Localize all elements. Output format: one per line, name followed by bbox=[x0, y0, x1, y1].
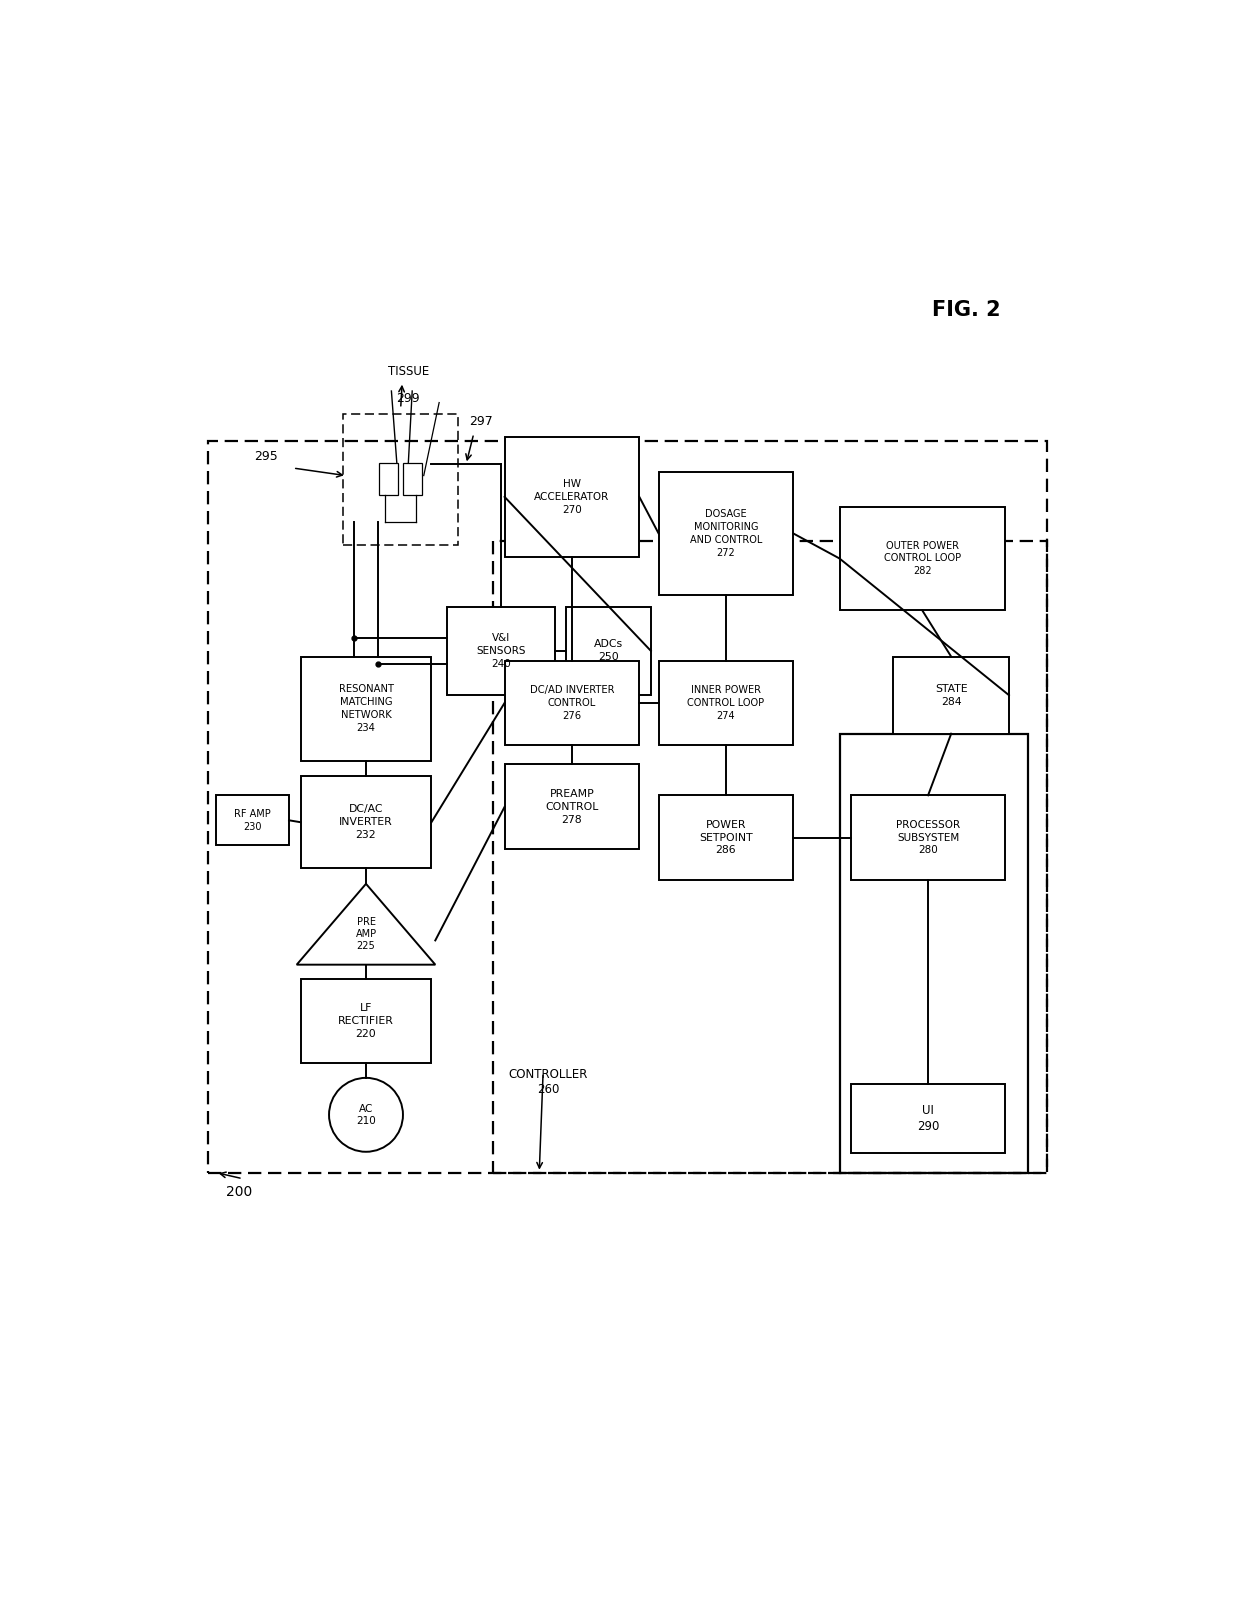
Text: 299: 299 bbox=[397, 393, 420, 406]
Text: DOSAGE
MONITORING
AND CONTROL
272: DOSAGE MONITORING AND CONTROL 272 bbox=[689, 510, 763, 558]
Text: UI
290: UI 290 bbox=[916, 1104, 939, 1133]
Bar bbox=[839, 507, 1006, 611]
Text: PROCESSOR
SUBSYSTEM
280: PROCESSOR SUBSYSTEM 280 bbox=[897, 819, 960, 856]
Bar bbox=[658, 660, 794, 745]
Bar bbox=[505, 660, 640, 745]
Text: ADCs
250: ADCs 250 bbox=[594, 640, 624, 662]
Bar bbox=[343, 414, 459, 545]
Text: FIG. 2: FIG. 2 bbox=[932, 300, 1001, 321]
Bar bbox=[505, 438, 640, 556]
Text: CONTROLLER
260: CONTROLLER 260 bbox=[508, 1068, 588, 1096]
Text: PRE
AMP
225: PRE AMP 225 bbox=[356, 917, 377, 951]
Bar bbox=[851, 795, 1006, 880]
Text: POWER
SETPOINT
286: POWER SETPOINT 286 bbox=[699, 819, 753, 856]
Text: 295: 295 bbox=[254, 450, 278, 463]
Bar bbox=[300, 657, 432, 760]
Text: RF AMP
230: RF AMP 230 bbox=[234, 810, 270, 832]
Circle shape bbox=[329, 1077, 403, 1153]
Bar bbox=[658, 795, 794, 880]
Bar bbox=[658, 471, 794, 595]
Text: AC
210: AC 210 bbox=[356, 1104, 376, 1125]
Bar bbox=[379, 463, 398, 495]
Text: LF
RECTIFIER
220: LF RECTIFIER 220 bbox=[339, 1003, 394, 1039]
Text: RESONANT
MATCHING
NETWORK
234: RESONANT MATCHING NETWORK 234 bbox=[339, 684, 393, 733]
Text: 297: 297 bbox=[470, 415, 494, 428]
Text: STATE
284: STATE 284 bbox=[935, 684, 967, 707]
Text: 200: 200 bbox=[226, 1185, 252, 1199]
Text: INNER POWER
CONTROL LOOP
274: INNER POWER CONTROL LOOP 274 bbox=[687, 684, 765, 721]
Bar bbox=[446, 606, 554, 696]
Text: OUTER POWER
CONTROL LOOP
282: OUTER POWER CONTROL LOOP 282 bbox=[884, 540, 961, 577]
Bar bbox=[300, 776, 432, 869]
Text: TISSUE: TISSUE bbox=[388, 365, 429, 378]
Text: HW
ACCELERATOR
270: HW ACCELERATOR 270 bbox=[534, 479, 610, 515]
Bar bbox=[403, 463, 422, 495]
Bar bbox=[851, 1084, 1006, 1153]
Bar bbox=[839, 734, 1028, 1172]
Bar bbox=[567, 606, 651, 696]
Text: V&I
SENSORS
240: V&I SENSORS 240 bbox=[476, 633, 526, 668]
Bar bbox=[494, 542, 1048, 1172]
Bar bbox=[300, 978, 432, 1063]
Polygon shape bbox=[296, 883, 435, 965]
Bar bbox=[505, 765, 640, 850]
Bar bbox=[216, 795, 289, 845]
Text: DC/AD INVERTER
CONTROL
276: DC/AD INVERTER CONTROL 276 bbox=[529, 684, 614, 721]
Bar bbox=[894, 657, 1009, 734]
Text: PREAMP
CONTROL
278: PREAMP CONTROL 278 bbox=[546, 789, 599, 824]
Bar bbox=[208, 441, 1048, 1172]
Text: DC/AC
INVERTER
232: DC/AC INVERTER 232 bbox=[339, 805, 393, 840]
